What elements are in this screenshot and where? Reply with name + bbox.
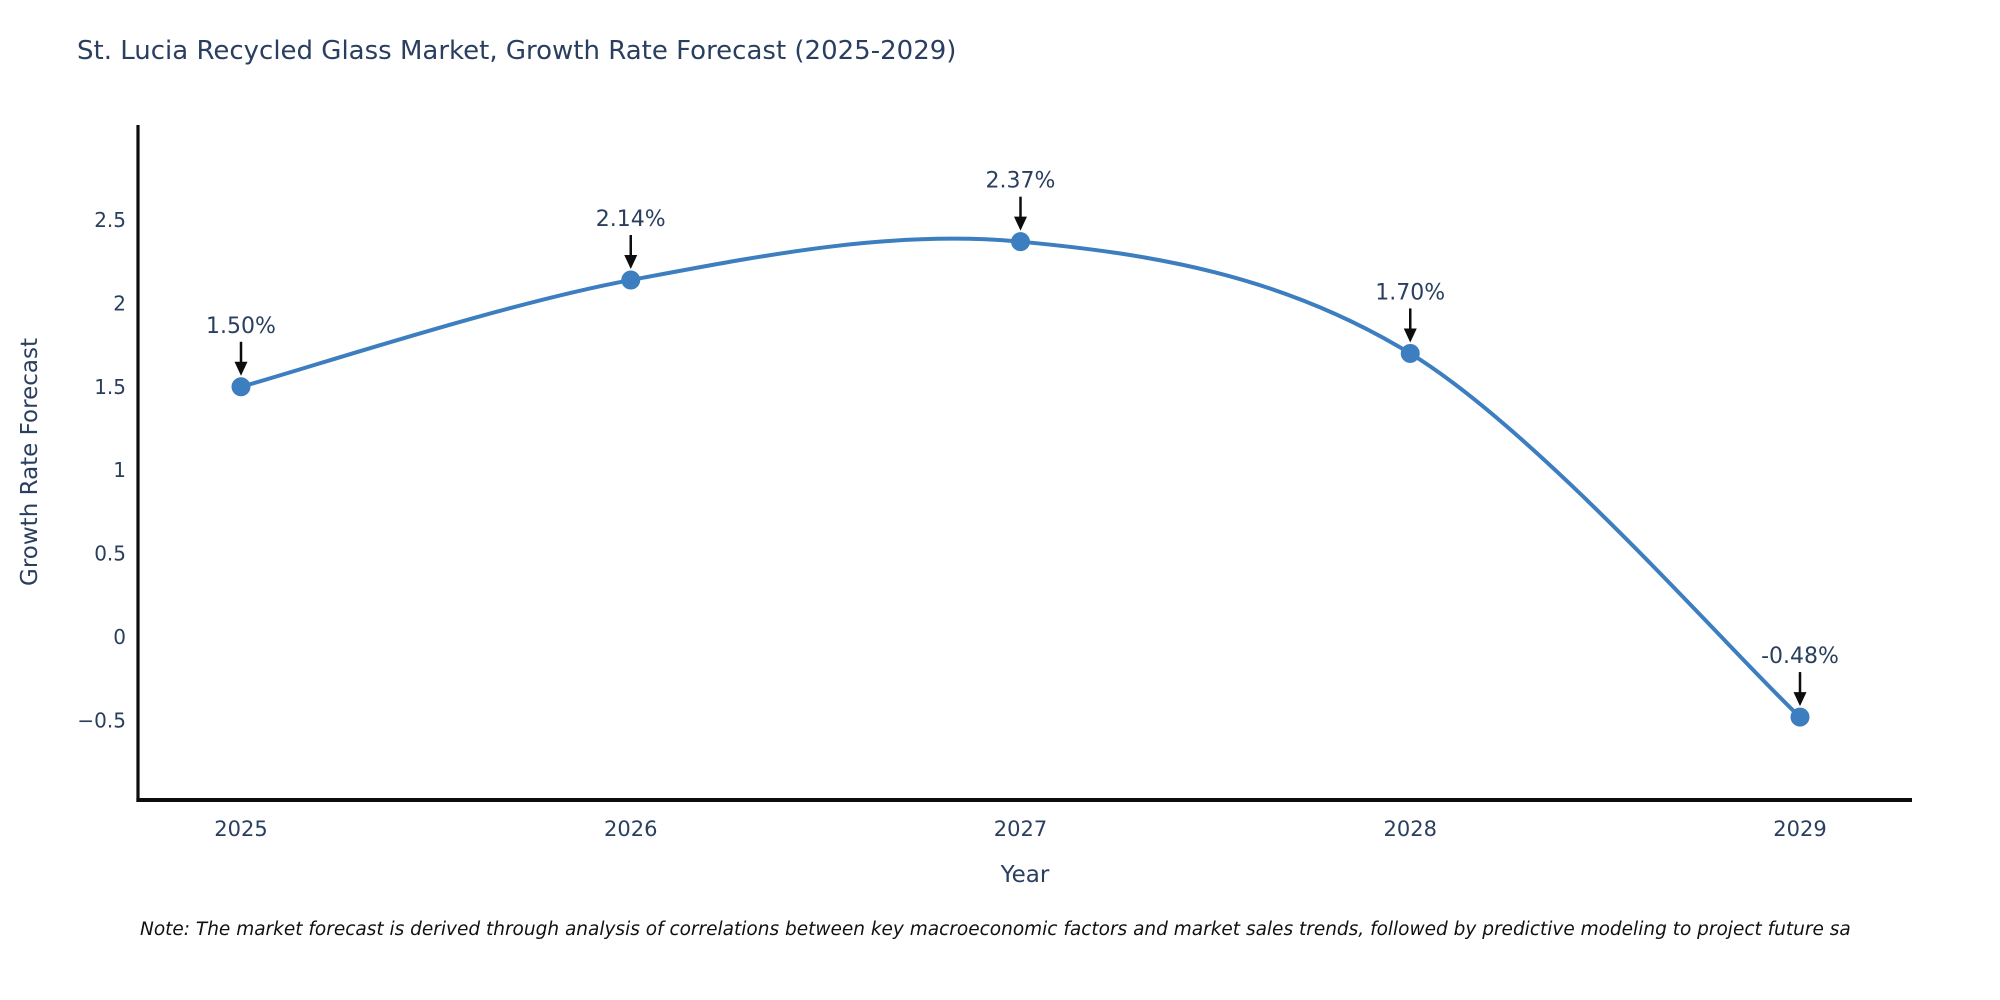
annotation-label: 2.14% [596,207,666,232]
annotation-arrowhead [1403,328,1417,343]
y-tick-label: 2 [113,291,126,315]
forecast-spline-line [239,236,1802,720]
annotation-label: 1.50% [206,314,276,339]
x-tick-label: 2029 [1773,817,1826,841]
x-tick-label: 2028 [1384,817,1437,841]
y-axis-title: Growth Rate Forecast [17,338,43,586]
x-tick-label: 2025 [214,817,267,841]
data-point-2025 [231,377,251,397]
data-point-2028 [1400,343,1420,363]
annotation-arrowhead [624,255,638,270]
data-point-2027 [1011,232,1030,252]
footnote: Note: The market forecast is derived thr… [140,919,1851,940]
y-tick-label: 1 [113,458,126,482]
y-tick-label: −0.5 [77,708,126,732]
x-tick-label: 2026 [604,817,657,841]
data-point-2026 [621,270,641,290]
annotation-label: 1.70% [1375,280,1445,305]
annotation-label: 2.37% [986,169,1056,194]
annotation-arrowhead [1014,216,1027,231]
chart-title: St. Lucia Recycled Glass Market, Growth … [77,36,957,66]
y-tick-label: 1.5 [94,375,126,399]
data-point-2029 [1790,707,1810,727]
annotation-arrowhead [234,361,248,376]
x-tick-label: 2027 [994,817,1047,841]
y-tick-label: 0.5 [94,542,126,566]
x-axis-title: Year [1000,862,1050,888]
annotation-label: -0.48% [1761,644,1839,669]
y-tick-label: 2.5 [94,208,126,232]
y-tick-label: 0 [113,625,126,649]
annotation-arrowhead [1793,692,1807,707]
